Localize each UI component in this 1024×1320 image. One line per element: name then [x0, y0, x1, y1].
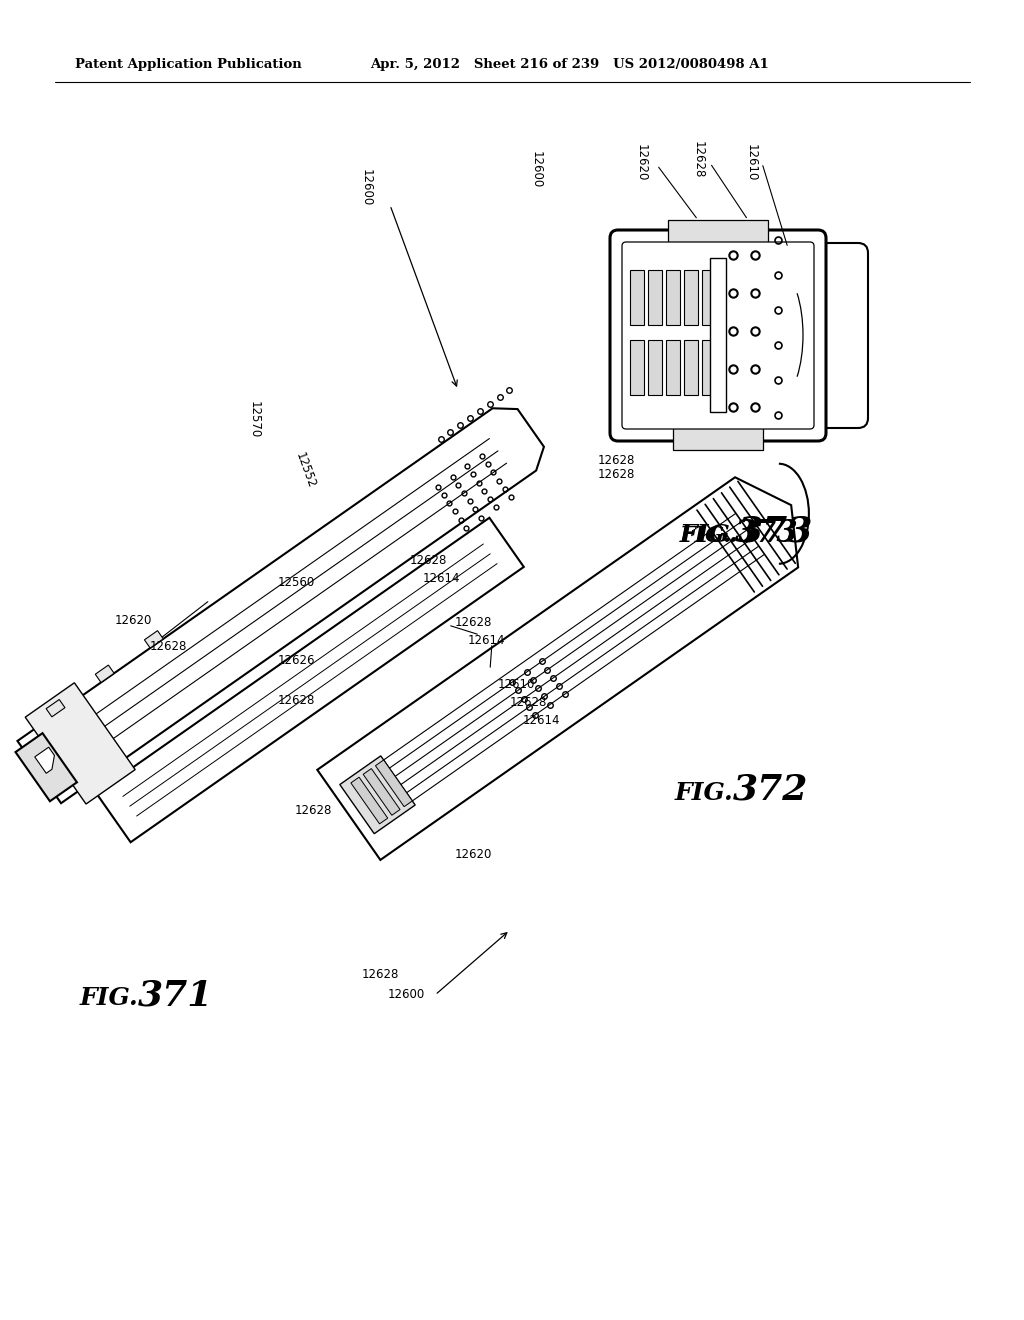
Text: FIG.: FIG.: [680, 525, 732, 546]
Text: 12552: 12552: [293, 450, 318, 490]
Polygon shape: [666, 271, 680, 325]
Text: 12620: 12620: [115, 614, 153, 627]
Text: 12570: 12570: [248, 401, 261, 438]
Text: 12560: 12560: [278, 576, 315, 589]
Text: 12614: 12614: [468, 634, 506, 647]
Polygon shape: [702, 271, 716, 325]
Polygon shape: [648, 271, 662, 325]
Text: 12610: 12610: [498, 678, 536, 692]
Polygon shape: [648, 341, 662, 395]
Text: 12628: 12628: [410, 553, 447, 566]
Text: 373: 373: [735, 517, 799, 549]
Polygon shape: [317, 478, 798, 859]
Text: FIG.: FIG.: [680, 523, 738, 546]
Polygon shape: [376, 760, 413, 807]
Text: 12628: 12628: [150, 639, 187, 652]
Text: 12620: 12620: [635, 144, 648, 182]
Text: 12628: 12628: [598, 469, 635, 482]
Text: 371: 371: [138, 978, 213, 1012]
Text: 12628: 12628: [692, 141, 705, 178]
Text: 12600: 12600: [530, 152, 543, 189]
Text: 12626: 12626: [278, 653, 315, 667]
FancyBboxPatch shape: [622, 242, 814, 429]
Text: 372: 372: [733, 774, 808, 807]
FancyBboxPatch shape: [610, 230, 826, 441]
Text: 12628: 12628: [510, 697, 548, 710]
Text: 12614: 12614: [423, 572, 461, 585]
Polygon shape: [702, 341, 716, 395]
Polygon shape: [17, 408, 544, 803]
Text: 12614: 12614: [523, 714, 560, 726]
Text: 12620: 12620: [455, 849, 493, 862]
Text: 12600: 12600: [388, 989, 425, 1002]
Text: Patent Application Publication: Patent Application Publication: [75, 58, 302, 71]
Polygon shape: [95, 665, 114, 682]
Polygon shape: [364, 768, 400, 816]
Polygon shape: [15, 733, 77, 801]
Text: 12628: 12628: [362, 969, 399, 982]
Text: Apr. 5, 2012   Sheet 216 of 239   US 2012/0080498 A1: Apr. 5, 2012 Sheet 216 of 239 US 2012/00…: [370, 58, 769, 71]
Polygon shape: [46, 700, 65, 717]
Polygon shape: [684, 341, 698, 395]
Text: 12628: 12628: [278, 693, 315, 706]
Polygon shape: [684, 271, 698, 325]
Text: 12628: 12628: [295, 804, 333, 817]
Text: 12628: 12628: [455, 615, 493, 628]
Text: 12628: 12628: [598, 454, 635, 466]
FancyBboxPatch shape: [793, 243, 868, 428]
Polygon shape: [340, 756, 415, 834]
Polygon shape: [351, 777, 388, 824]
Polygon shape: [144, 631, 163, 648]
Text: FIG.: FIG.: [80, 986, 138, 1010]
Polygon shape: [630, 271, 644, 325]
Polygon shape: [96, 517, 524, 842]
Polygon shape: [630, 341, 644, 395]
Polygon shape: [26, 682, 135, 804]
Text: 373: 373: [738, 515, 813, 549]
Polygon shape: [666, 341, 680, 395]
Polygon shape: [710, 257, 726, 412]
Polygon shape: [35, 747, 54, 774]
Polygon shape: [673, 426, 763, 450]
Text: 12610: 12610: [745, 144, 758, 182]
Polygon shape: [668, 220, 768, 243]
Text: FIG.: FIG.: [675, 781, 734, 805]
Text: 12600: 12600: [360, 169, 373, 207]
